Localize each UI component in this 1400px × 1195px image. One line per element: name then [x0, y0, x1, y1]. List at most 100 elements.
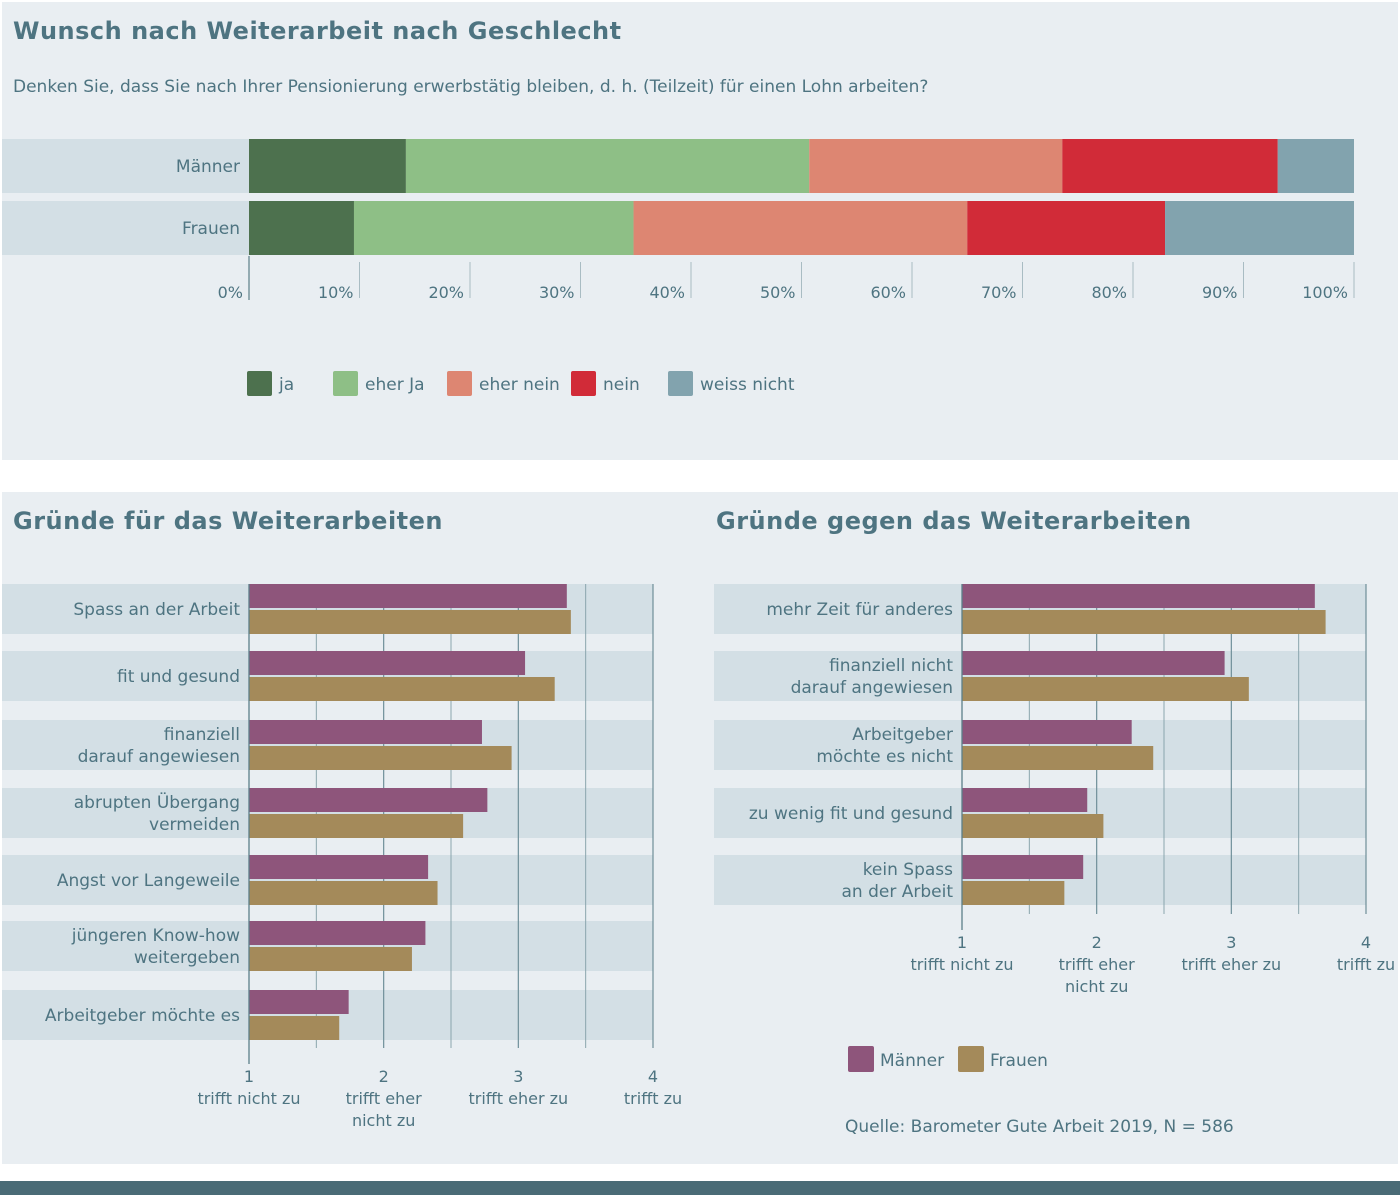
footer-bar	[0, 1181, 1400, 1195]
stacked-bar-segment	[1277, 139, 1354, 193]
tick-label: 90%	[1202, 283, 1238, 302]
stacked-bar-segment	[1062, 139, 1278, 193]
stacked-bar-segment	[249, 201, 354, 255]
bar-maenner	[962, 651, 1225, 675]
stacked-bar-segment	[1165, 201, 1354, 255]
tick-label: nicht zu	[352, 1111, 415, 1130]
category-label: Arbeitgeber möchte es	[45, 1006, 240, 1026]
bar-maenner	[249, 584, 567, 608]
tick-label: trifft eher	[346, 1089, 423, 1108]
stacked-bar-segment	[967, 201, 1166, 255]
category-label: Männer	[176, 157, 240, 177]
tick-label: 80%	[1091, 283, 1127, 302]
legend-label: eher nein	[479, 375, 560, 395]
bar-frauen	[962, 746, 1154, 770]
category-label: Arbeitgeber möchte es nicht	[816, 725, 953, 767]
tick-value: 2	[1092, 933, 1102, 952]
tick-label: 60%	[870, 283, 906, 302]
bar-frauen	[249, 677, 555, 701]
tick-label: trifft eher zu	[468, 1089, 568, 1108]
tick-label: trifft eher	[1059, 955, 1136, 974]
category-label: finanziell darauf angewiesen	[78, 725, 240, 767]
tick-value: 1	[244, 1067, 254, 1086]
tick-label: trifft nicht zu	[910, 955, 1013, 974]
legend-label: eher Ja	[365, 375, 425, 395]
category-label: Spass an der Arbeit	[73, 600, 240, 620]
tick-label: trifft zu	[1337, 955, 1395, 974]
tick-value: 4	[1361, 933, 1371, 952]
tick-label: trifft zu	[624, 1089, 682, 1108]
stacked-bar-segment	[353, 201, 634, 255]
tick-value: 3	[513, 1067, 523, 1086]
tick-label: 40%	[649, 283, 685, 302]
legend-label: Frauen	[990, 1051, 1048, 1071]
tick-label: trifft nicht zu	[197, 1089, 300, 1108]
legend-swatch	[447, 371, 472, 396]
tick-label: trifft eher zu	[1181, 955, 1281, 974]
bar-frauen	[962, 814, 1104, 838]
tick-label: 30%	[539, 283, 575, 302]
bar-frauen	[249, 881, 438, 905]
bar-frauen	[962, 881, 1065, 905]
tick-value: 2	[379, 1067, 389, 1086]
legend-label: nein	[603, 375, 640, 395]
chart-title-reasons-for: Gründe für das Weiterarbeiten	[13, 507, 444, 535]
legend-swatch	[333, 371, 358, 396]
tick-label: 10%	[318, 283, 354, 302]
category-label: mehr Zeit für anderes	[766, 600, 953, 620]
bar-frauen	[962, 677, 1249, 701]
category-label: fit und gesund	[117, 667, 240, 687]
chart-title-gender: Wunsch nach Weiterarbeit nach Geschlecht	[13, 17, 622, 45]
bar-frauen	[249, 814, 464, 838]
legend-swatch	[247, 371, 272, 396]
legend-label: weiss nicht	[700, 375, 795, 395]
bar-maenner	[249, 720, 482, 744]
category-label: finanziell nicht darauf angewiesen	[791, 656, 954, 698]
category-label: zu wenig fit und gesund	[749, 804, 953, 824]
tick-label: 50%	[760, 283, 796, 302]
bar-maenner	[249, 651, 526, 675]
legend-label: ja	[278, 375, 294, 395]
bar-maenner	[962, 720, 1132, 744]
bar-maenner	[249, 788, 488, 812]
category-label: abrupten Übergang vermeiden	[74, 791, 240, 835]
legend-swatch	[668, 371, 693, 396]
stacked-bar-segment	[633, 201, 968, 255]
stacked-bar-segment	[405, 139, 810, 193]
tick-label: 70%	[981, 283, 1017, 302]
category-label: Angst vor Langeweile	[57, 871, 240, 891]
bar-maenner	[249, 921, 426, 945]
stacked-bar-segment	[809, 139, 1063, 193]
category-label: kein Spass an der Arbeit	[842, 860, 954, 902]
survey-question: Denken Sie, dass Sie nach Ihrer Pensioni…	[13, 77, 929, 97]
tick-label: 0%	[218, 283, 243, 302]
legend-swatch	[848, 1046, 874, 1072]
bar-frauen	[249, 610, 571, 634]
legend-label: Männer	[880, 1051, 944, 1071]
category-label: Frauen	[182, 219, 240, 239]
bar-frauen	[249, 746, 512, 770]
tick-value: 3	[1226, 933, 1236, 952]
row-band	[2, 139, 249, 193]
row-band	[2, 201, 249, 255]
bar-frauen	[249, 947, 412, 971]
tick-label: nicht zu	[1065, 977, 1128, 996]
source-note: Quelle: Barometer Gute Arbeit 2019, N = …	[845, 1117, 1234, 1137]
bar-maenner	[249, 990, 349, 1014]
stacked-bar-segment	[249, 139, 406, 193]
bar-frauen	[249, 1016, 340, 1040]
legend-swatch	[571, 371, 596, 396]
bar-frauen	[962, 610, 1326, 634]
tick-label: 20%	[428, 283, 464, 302]
tick-value: 4	[648, 1067, 658, 1086]
tick-label: 100%	[1302, 283, 1348, 302]
bar-maenner	[249, 855, 429, 879]
bar-maenner	[962, 855, 1084, 879]
legend-swatch	[958, 1046, 984, 1072]
bar-maenner	[962, 788, 1088, 812]
category-label: jüngeren Know-how weitergeben	[71, 926, 240, 968]
tick-value: 1	[957, 933, 967, 952]
chart-title-reasons-against: Gründe gegen das Weiterarbeiten	[716, 507, 1192, 535]
bar-maenner	[962, 584, 1315, 608]
